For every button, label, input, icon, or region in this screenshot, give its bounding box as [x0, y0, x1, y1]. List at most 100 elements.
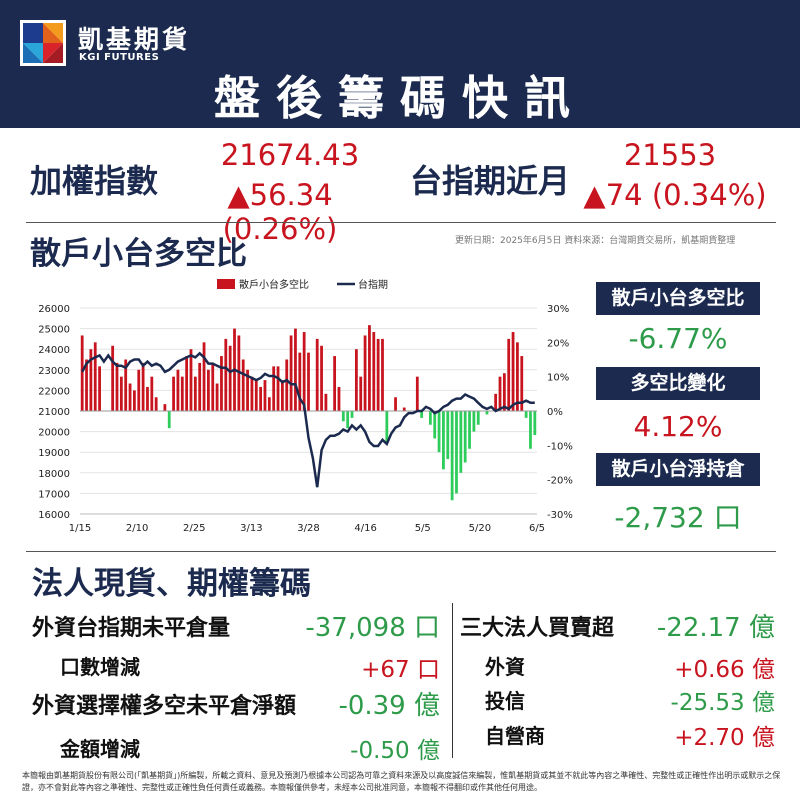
ratio-bar — [267, 397, 271, 411]
ratio-bar — [420, 411, 424, 418]
kpi-label-ratio: 散戶小台多空比 — [596, 282, 760, 315]
ratio-bar — [289, 335, 293, 411]
header-banner: 凱基期貨 KGI FUTURES 盤後籌碼快訊 — [0, 0, 800, 128]
foreign-futures-oi-label: 外資台指期未平倉量 — [32, 616, 231, 641]
ratio-bar — [189, 349, 193, 411]
ratio-bar — [302, 332, 306, 411]
x-tick-label: 1/15 — [69, 523, 91, 534]
ratio-bar — [381, 338, 384, 411]
section-divider — [26, 222, 776, 223]
txf-value: 21553 — [623, 138, 717, 172]
ratio-bar — [372, 332, 376, 411]
taiex-label: 加權指數 — [30, 162, 159, 200]
ratio-bar — [80, 335, 84, 411]
ratio-bar — [93, 342, 97, 411]
x-tick-label: 6/5 — [529, 523, 545, 534]
ratio-bar — [180, 376, 184, 411]
ratio-bar — [207, 369, 210, 411]
ratio-bar — [415, 376, 419, 411]
contracts-change-label: 口數增減 — [60, 655, 140, 679]
ratio-bar — [385, 411, 389, 442]
y-right-tick-label: 30% — [547, 304, 569, 315]
ratio-bar — [185, 356, 189, 411]
brand-name-en: KGI FUTURES — [79, 52, 160, 63]
kpi-value-ratio: -6.77% — [628, 322, 728, 355]
ratio-bar — [472, 411, 476, 432]
dealers-label: 自營商 — [485, 724, 545, 748]
disclaimer-text: 本簡報由凱基期貨股份有限公司(「凱基期貨」)所編製，所載之資料、意見及預測乃根據… — [22, 771, 781, 792]
y-axis-right: 30% 20% 10% 0% -10% -20% -30% — [547, 304, 573, 521]
ratio-bar — [494, 393, 498, 411]
y-left-tick-label: 25000 — [38, 325, 70, 336]
amount-change-label: 金額增減 — [60, 737, 140, 761]
ratio-bar — [350, 411, 354, 418]
y-left-tick-label: 24000 — [38, 345, 70, 356]
x-tick-label: 3/13 — [240, 523, 262, 534]
taiex-change: ▲56.34 (0.26%) — [222, 178, 338, 246]
txf-change: ▲74 (0.34%) — [583, 178, 767, 212]
ratio-bar — [272, 366, 276, 411]
ratio-bar — [502, 373, 506, 411]
ratio-bar — [276, 366, 280, 411]
ratio-bar — [224, 338, 228, 411]
legend-label-bar: 散戶小台多空比 — [239, 278, 309, 291]
ratio-bar — [507, 338, 511, 411]
ratio-bar — [459, 411, 463, 473]
ratio-bar — [394, 397, 397, 411]
contracts-change-value: +67 口 — [361, 657, 440, 683]
investment-trust-value: -25.53 億 — [670, 690, 775, 716]
ratio-bar — [198, 362, 202, 411]
x-tick-label: 2/25 — [183, 523, 205, 534]
ratio-bar — [354, 349, 358, 411]
chart-bars — [80, 325, 537, 501]
ratio-bar — [298, 352, 302, 411]
section-divider — [26, 551, 776, 552]
x-tick-label: 2/10 — [126, 523, 148, 534]
ratio-bar — [119, 376, 123, 411]
big3-net-label: 三大法人買賣超 — [460, 616, 615, 641]
taiex-value: 21674.43 — [220, 138, 360, 172]
y-left-tick-label: 26000 — [38, 304, 70, 315]
ratio-bar — [150, 376, 154, 411]
y-right-tick-label: -30% — [547, 510, 573, 521]
ratio-bar — [154, 397, 158, 411]
ratio-bar — [368, 325, 371, 411]
ratio-bar — [211, 362, 215, 411]
ratio-bar — [246, 369, 249, 411]
ratio-bar — [250, 376, 254, 411]
ratio-bar — [511, 332, 515, 411]
source-note: 更新日期：2025年6月5日 資料來源：台灣期貨交易所，凱基期貨整理 — [455, 236, 736, 246]
retail-ratio-chart: 16000 17000 18000 19000 20000 21000 22000 23000… — [38, 278, 573, 534]
ratio-bar — [402, 407, 406, 411]
page-title: 盤後籌碼快訊 — [214, 71, 586, 125]
ratio-bar — [163, 404, 167, 411]
y-right-tick-label: 20% — [547, 338, 569, 349]
ratio-bar — [89, 349, 93, 411]
section-title-retail-ratio: 散戶小台多空比 — [30, 236, 247, 272]
kpi-value-net-position: -2,732 口 — [614, 501, 742, 534]
foreign-investor-label: 外資 — [485, 655, 525, 679]
ratio-bar — [259, 386, 263, 411]
ratio-bar — [193, 376, 197, 411]
y-left-tick-label: 20000 — [38, 428, 70, 439]
ratio-bar — [376, 338, 380, 411]
y-left-tick-label: 18000 — [38, 469, 70, 480]
ratio-bar — [468, 411, 471, 449]
ratio-bar — [437, 411, 441, 453]
foreign-options-net-value: -0.39 億 — [338, 691, 440, 721]
ratio-bar — [520, 356, 524, 411]
legend-label-line: 台指期 — [358, 278, 388, 291]
big3-net-value: -22.17 億 — [656, 613, 775, 643]
ratio-bar — [254, 380, 258, 411]
dealers-value: +2.70 億 — [674, 725, 775, 751]
ratio-bar — [337, 386, 341, 411]
ratio-bar — [228, 345, 232, 411]
kgi-logo-icon — [20, 20, 66, 66]
y-left-tick-label: 19000 — [38, 448, 70, 459]
ratio-bar — [524, 411, 528, 418]
x-tick-label: 3/28 — [297, 523, 319, 534]
x-tick-label: 5/20 — [469, 523, 491, 534]
kpi-label-net-position: 散戶小台淨持倉 — [596, 453, 760, 486]
brand-name: 凱基期貨 — [78, 25, 191, 54]
ratio-bar — [320, 345, 323, 411]
